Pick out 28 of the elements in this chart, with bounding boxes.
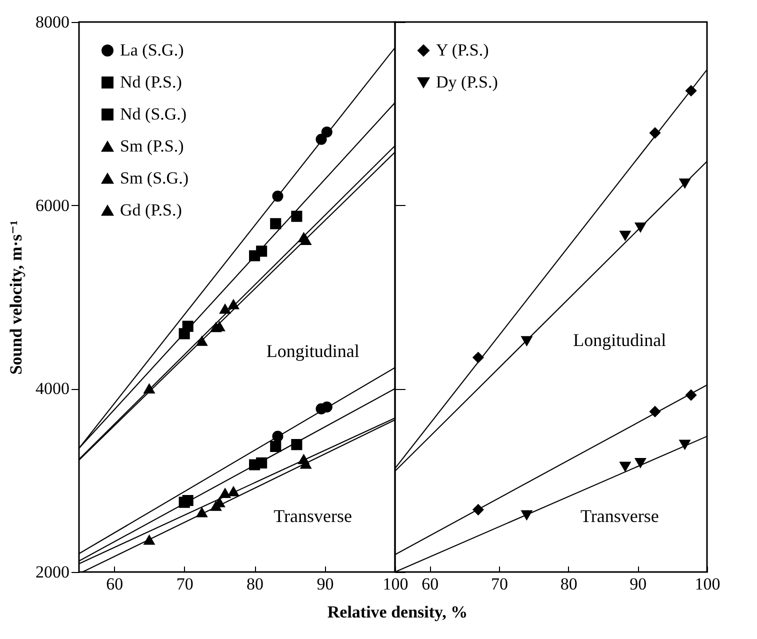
x-axis-title: Relative density, % [327, 602, 468, 622]
legend-label: Y (P.S.) [436, 40, 489, 60]
x-tick-label: 90 [316, 574, 334, 594]
x-tick-label: 70 [491, 574, 508, 594]
legend-label: Sm (S.G.) [120, 168, 188, 188]
annotation: Longitudinal [266, 341, 360, 361]
x-tick-label: 70 [176, 574, 194, 594]
annotation: Longitudinal [573, 330, 666, 350]
legend-label: Dy (P.S.) [436, 72, 498, 92]
x-tick-label: 90 [630, 574, 647, 594]
x-tick-label: 60 [422, 574, 439, 594]
legend-label: Gd (P.S.) [120, 200, 182, 220]
x-tick-label: 60 [106, 574, 124, 594]
y-tick-label: 2000 [36, 562, 70, 582]
legend-label: Nd (P.S.) [120, 72, 182, 92]
x-tick-label: 100 [694, 574, 720, 594]
legend-label: La (S.G.) [120, 40, 184, 60]
x-tick-label: 80 [246, 574, 264, 594]
legend-label: Sm (P.S.) [120, 136, 184, 156]
annotation: Transverse [580, 506, 659, 526]
y-tick-label: 8000 [36, 12, 70, 32]
y-axis-title: Sound velocity, m·s⁻¹ [6, 220, 26, 375]
x-tick-label: 100 [382, 574, 408, 594]
y-tick-label: 6000 [36, 196, 70, 215]
annotation: Transverse [274, 506, 352, 526]
legend-label: Nd (S.G.) [120, 104, 187, 124]
x-tick-label: 80 [560, 574, 578, 594]
y-tick-label: 4000 [36, 379, 70, 398]
